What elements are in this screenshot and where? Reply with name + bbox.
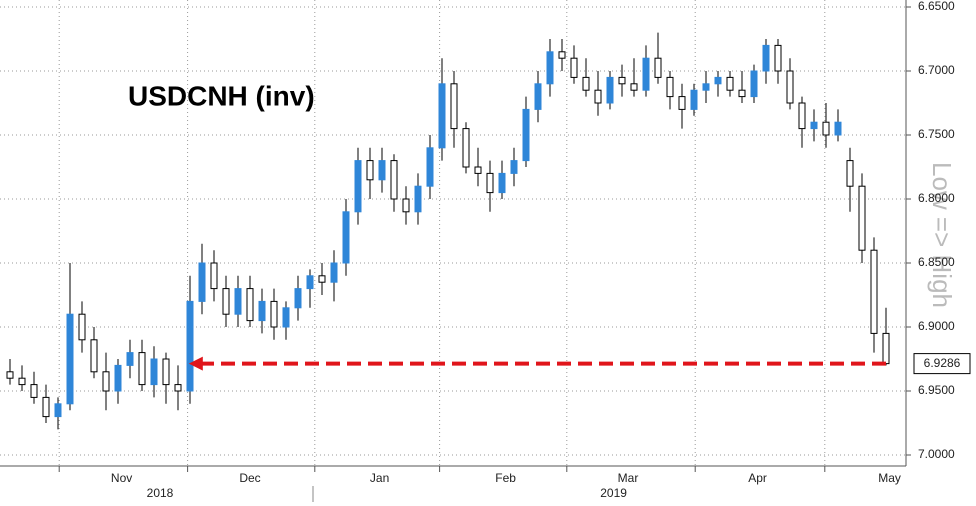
candle-body: [534, 83, 542, 110]
candle-body: [450, 83, 458, 130]
candle-body: [402, 198, 410, 213]
candle-body: [270, 300, 278, 328]
candle-body: [522, 108, 530, 162]
y-tick-label: 6.9000: [918, 319, 955, 333]
candle-body: [762, 44, 770, 72]
candle-body: [306, 275, 314, 290]
candle-body: [774, 44, 782, 72]
candle-body: [582, 76, 590, 91]
candle-body: [342, 211, 350, 264]
candle-body: [294, 288, 302, 309]
candle-body: [498, 172, 506, 194]
y-tick-label: 6.6500: [918, 0, 955, 13]
candle-body: [606, 76, 614, 104]
candle-body: [882, 332, 890, 365]
candle-body: [750, 70, 758, 98]
candle-body: [666, 76, 674, 98]
candle-body: [282, 307, 290, 328]
candle-body: [438, 83, 446, 149]
candle-body: [714, 76, 722, 85]
candle-body: [330, 262, 338, 283]
candle-body: [6, 371, 14, 379]
candle-body: [594, 89, 602, 104]
candle-body: [618, 76, 626, 85]
candle-body: [234, 288, 242, 315]
candle-body: [798, 102, 806, 130]
candle-body: [210, 262, 218, 290]
x-tick-label: Dec: [239, 471, 260, 485]
candle-body: [66, 313, 74, 405]
y-tick-label: 7.0000: [918, 447, 955, 461]
candle-body: [822, 121, 830, 136]
candle-body: [366, 160, 374, 181]
y-tick-label: 6.7500: [918, 127, 955, 141]
x-tick-label: Nov: [111, 471, 132, 485]
side-label: Low => High: [927, 162, 957, 308]
candle-body: [810, 121, 818, 130]
candle-body: [462, 128, 470, 168]
candle-body: [870, 249, 878, 334]
candle-body: [114, 364, 122, 392]
candle-body: [318, 275, 326, 283]
candle-body: [690, 89, 698, 110]
y-tick-label: 6.8500: [918, 255, 955, 269]
candle-body: [654, 57, 662, 78]
x-tick-label: May: [878, 471, 901, 485]
candle-body: [246, 288, 254, 322]
candle-body: [474, 166, 482, 174]
x-tick-label: Feb: [495, 471, 516, 485]
candle-body: [702, 83, 710, 91]
candle-body: [738, 89, 746, 98]
last-value-box: [913, 353, 971, 375]
x-tick-label: Mar: [618, 471, 639, 485]
candle-body: [42, 396, 50, 418]
year-label: 2018: [147, 486, 174, 500]
candle-body: [414, 185, 422, 213]
candle-body: [570, 57, 578, 78]
candle-body: [834, 121, 842, 136]
y-tick-label: 6.7000: [918, 63, 955, 77]
candle-body: [90, 339, 98, 373]
candle-body: [642, 57, 650, 91]
candle-body: [150, 358, 158, 386]
candle-body: [786, 70, 794, 104]
candle-body: [510, 160, 518, 174]
y-tick-label: 6.8000: [918, 191, 955, 205]
candle-body: [390, 160, 398, 200]
candle-body: [630, 83, 638, 91]
candle-body: [78, 313, 86, 341]
candle-body: [126, 352, 134, 366]
candle-body: [54, 403, 62, 418]
candle-body: [726, 76, 734, 91]
candle-body: [186, 300, 194, 392]
candle-body: [426, 147, 434, 187]
chart-title: USDCNH (inv): [128, 80, 315, 111]
last-value-label: 6.9286: [924, 356, 961, 370]
candle-body: [678, 96, 686, 110]
candle-body: [258, 300, 266, 322]
candle-body: [102, 371, 110, 392]
candle-body: [30, 384, 38, 398]
candle-body: [18, 377, 26, 386]
x-tick-label: Apr: [748, 471, 767, 485]
y-tick-label: 6.9500: [918, 383, 955, 397]
candle-body: [558, 51, 566, 59]
candle-body: [486, 172, 494, 194]
candle-body: [138, 352, 146, 386]
year-label: 2019: [600, 486, 627, 500]
candle-body: [162, 358, 170, 386]
candle-body: [846, 160, 854, 187]
candle-body: [174, 384, 182, 392]
candle-body: [546, 51, 554, 85]
candle-body: [222, 288, 230, 315]
candle-body: [858, 185, 866, 251]
x-tick-label: Jan: [370, 471, 389, 485]
candle-body: [378, 160, 386, 181]
candle-body: [198, 262, 206, 302]
candle-body: [354, 160, 362, 213]
arrow-head: [188, 356, 203, 371]
